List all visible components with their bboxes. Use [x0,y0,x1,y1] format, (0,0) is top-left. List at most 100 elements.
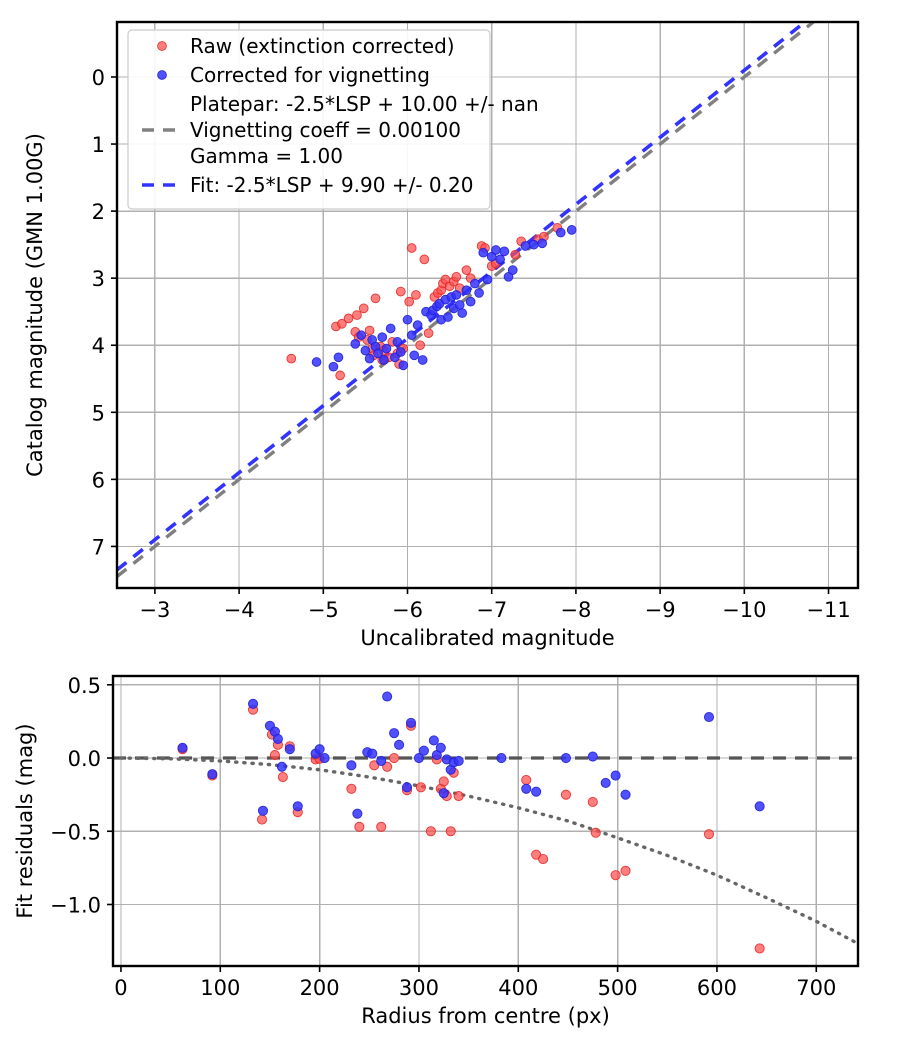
y-tick-label: 0.5 [68,674,101,698]
x-tick-label: −10 [722,598,766,622]
x-axis-title: Radius from centre (px) [361,1004,610,1028]
y-axis-title: Fit residuals (mag) [13,723,37,918]
data-point [415,340,425,351]
data-point [521,783,532,794]
data-point [406,330,417,341]
data-point [461,285,472,296]
data-point [451,290,462,300]
legend-label: Raw (extinction corrected) [190,34,455,58]
x-tick-label: 500 [598,976,638,1000]
data-point [343,313,354,324]
data-point [257,805,269,816]
y-tick-label: −0.5 [50,820,101,844]
legend-panel1: Raw (extinction corrected) Corrected for … [127,29,539,210]
data-point [538,854,549,865]
data-point [401,782,413,793]
data-point [352,808,363,819]
data-point [703,829,715,840]
data-point [560,789,572,800]
x-tick-label: 600 [697,976,737,1000]
data-point [376,821,387,832]
data-point [560,752,572,764]
data-point [364,325,375,336]
data-point [402,314,413,325]
data-point [409,350,420,361]
data-point [354,821,365,832]
data-point [491,245,501,255]
y-tick-label: 0 [92,66,105,90]
data-point [248,698,259,709]
data-point [438,788,449,799]
data-point [177,742,188,753]
data-point [358,303,369,314]
x-tick-label: 0 [114,976,127,1000]
x-tick-label: −4 [224,598,255,622]
scatter-series-raw [286,223,563,381]
y-tick-label: 1 [92,133,105,157]
legend-label: Corrected for vignetting [190,63,430,87]
data-point [413,752,425,764]
data-point [335,370,345,381]
data-point [350,339,361,349]
grid-lines-panel2 [113,676,858,966]
y-tick-label: 4 [92,334,105,358]
data-point [412,320,423,330]
data-point [356,330,367,341]
vignetting-model-curve [119,756,858,945]
legend-label: Fit: -2.5*LSP + 9.90 +/- 0.20 [190,173,473,197]
data-point [703,711,715,723]
residual-series-raw [177,704,765,954]
legend-background [127,29,491,210]
data-point [292,801,303,812]
data-point [379,355,389,365]
data-point [333,352,344,363]
data-point [555,227,566,238]
data-point [520,241,531,251]
legend-marker-dot [157,41,167,51]
data-point [425,826,436,837]
data-point [620,789,631,800]
legend-label: Platepar: -2.5*LSP + 10.00 +/- nan [190,92,539,116]
data-point [566,225,577,235]
data-point [269,750,280,761]
y-tick-label: −1.0 [50,893,101,917]
data-point [499,246,510,257]
data-point [465,296,476,307]
y-tick-label: 5 [92,401,105,425]
data-point [346,783,357,794]
data-point [528,239,539,250]
axes-frame-panel1 [115,20,860,590]
data-point [474,288,484,298]
x-tick-label: −7 [476,598,507,622]
x-tick-label: 100 [200,976,240,1000]
data-point [286,353,297,364]
data-point [415,782,426,793]
x-axis-title: Uncalibrated magnitude [360,626,614,650]
x-tick-label: −8 [560,598,591,622]
axes-frame-panel2 [111,674,860,968]
data-point [272,733,283,745]
data-point [390,352,400,363]
data-point [395,347,406,357]
x-tick-label: 300 [399,976,439,1000]
data-point [398,360,409,371]
data-point [370,293,381,304]
data-point [389,752,400,764]
data-point [428,735,439,746]
data-point [314,744,325,755]
data-point [381,343,392,354]
data-point [392,337,403,347]
data-point [364,353,375,364]
legend-label: Gamma = 1.00 [190,144,343,168]
data-point [451,271,462,282]
data-point [336,318,347,329]
data-point [319,752,330,764]
data-point [406,243,417,253]
data-point [277,772,288,783]
y-tick-label: 2 [92,200,105,224]
data-point [419,254,430,265]
panel-magnitude-calibration: −3 −4 −5 −6 −7 −8 −9 −10 −11 0 1 2 3 4 5 6 7 Uncalibrated… [23,20,860,650]
data-point [453,791,464,802]
data-point [256,814,268,825]
